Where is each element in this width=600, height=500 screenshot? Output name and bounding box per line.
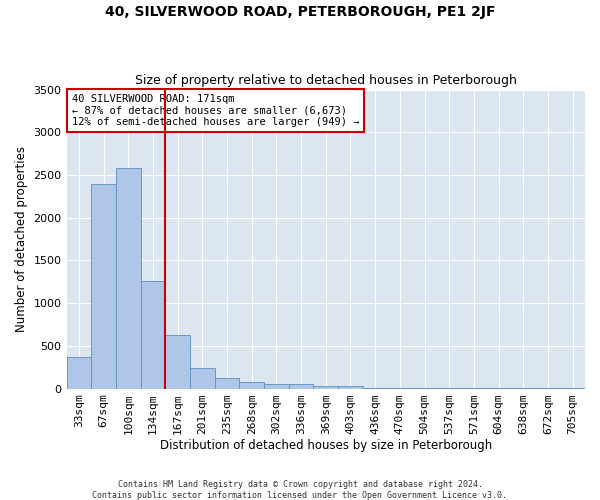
- Text: 40 SILVERWOOD ROAD: 171sqm
← 87% of detached houses are smaller (6,673)
12% of s: 40 SILVERWOOD ROAD: 171sqm ← 87% of deta…: [72, 94, 359, 127]
- X-axis label: Distribution of detached houses by size in Peterborough: Distribution of detached houses by size …: [160, 440, 492, 452]
- Text: Contains HM Land Registry data © Crown copyright and database right 2024.
Contai: Contains HM Land Registry data © Crown c…: [92, 480, 508, 500]
- Bar: [91, 184, 116, 388]
- Bar: [165, 335, 190, 388]
- Bar: [289, 384, 313, 388]
- Bar: [239, 382, 264, 388]
- Bar: [313, 386, 338, 388]
- Bar: [190, 368, 215, 388]
- Text: 40, SILVERWOOD ROAD, PETERBOROUGH, PE1 2JF: 40, SILVERWOOD ROAD, PETERBOROUGH, PE1 2…: [105, 5, 495, 19]
- Bar: [140, 281, 165, 388]
- Title: Size of property relative to detached houses in Peterborough: Size of property relative to detached ho…: [135, 74, 517, 87]
- Bar: [338, 386, 363, 388]
- Bar: [116, 168, 140, 388]
- Bar: [67, 357, 91, 388]
- Bar: [264, 384, 289, 388]
- Bar: [215, 378, 239, 388]
- Y-axis label: Number of detached properties: Number of detached properties: [15, 146, 28, 332]
